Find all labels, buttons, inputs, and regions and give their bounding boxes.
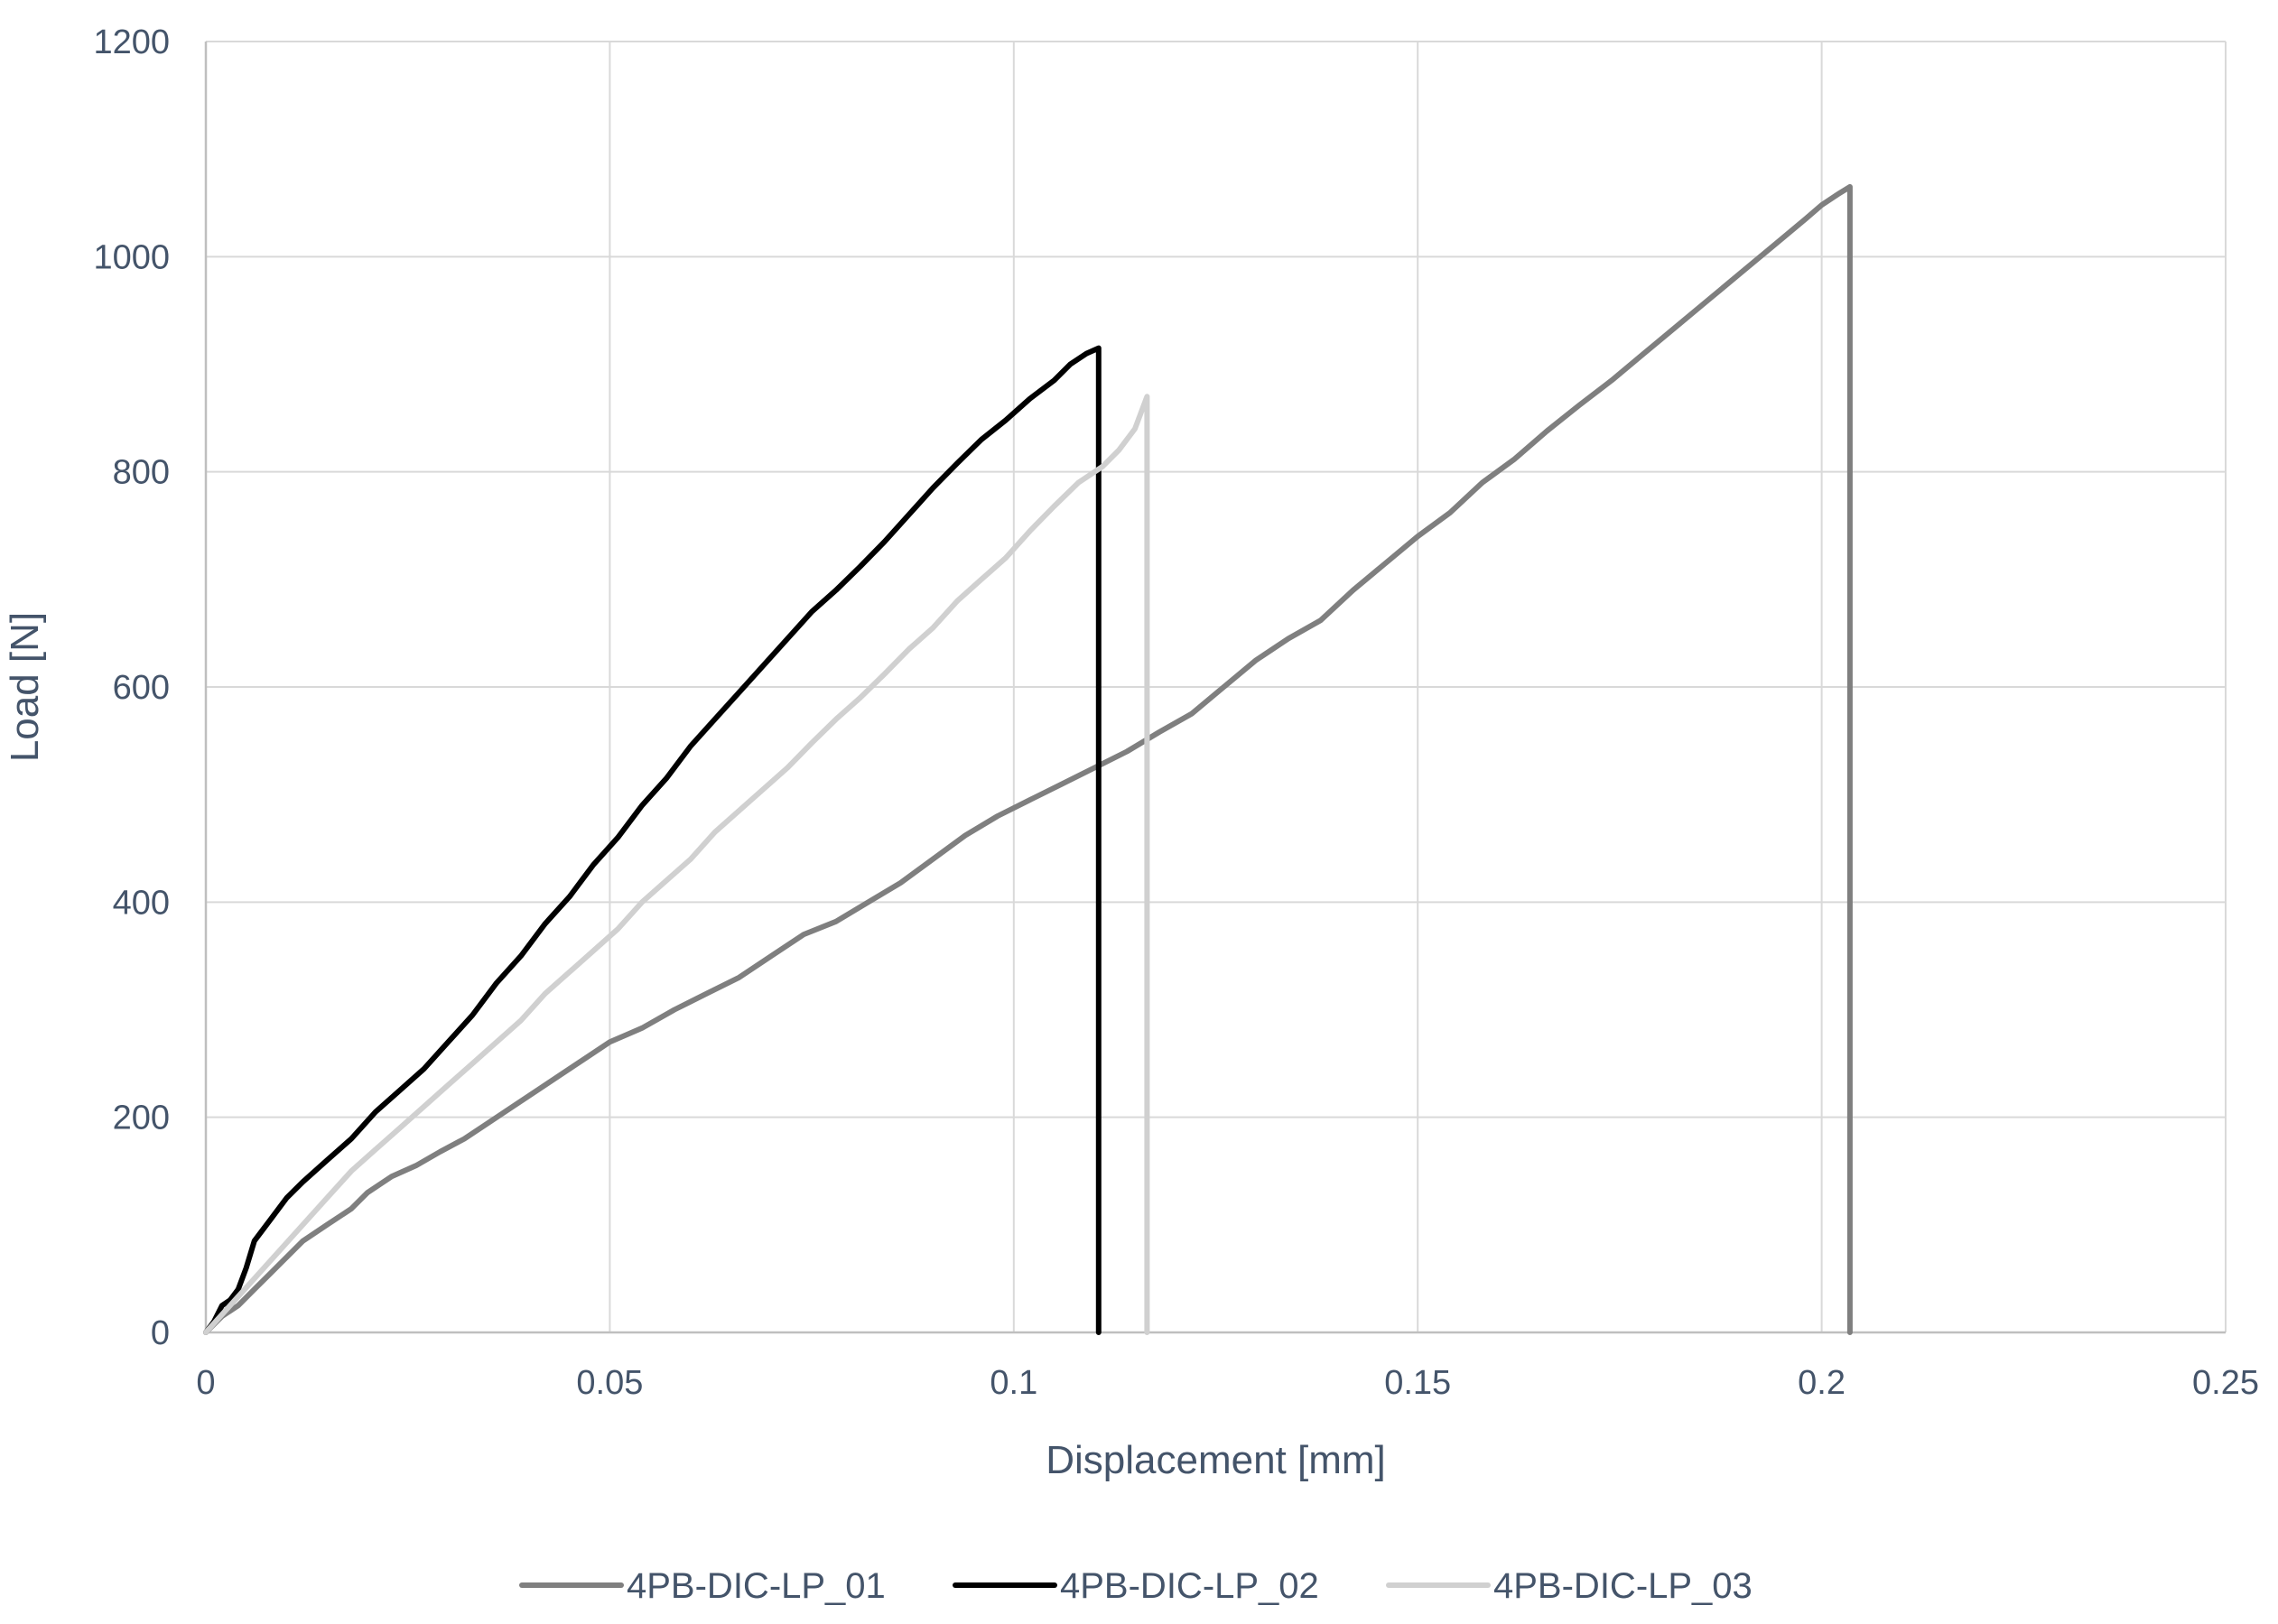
grid (206, 41, 2227, 1332)
axes (204, 42, 2226, 1334)
legend-label-3: 4PB-DIC-LP_03 (1493, 1566, 1753, 1606)
y-tick-label: 600 (113, 669, 170, 707)
series-lines (203, 183, 1853, 1335)
y-tick-label: 400 (113, 884, 170, 922)
x-tick-label: 0.15 (1384, 1364, 1451, 1402)
y-tick-label: 0 (151, 1314, 170, 1352)
series-line-3 (203, 394, 1150, 1335)
x-tick-label: 0.2 (1798, 1364, 1846, 1402)
series-line-1 (203, 183, 1853, 1335)
tick-labels: 0 200 400 600 800 1000 1200 0 0.05 0.1 0.15 0.2 0.25 (93, 23, 2259, 1402)
x-tick-label: 0.05 (576, 1364, 643, 1402)
x-tick-label: 0.1 (990, 1364, 1037, 1402)
y-tick-label: 1200 (93, 23, 170, 61)
x-tick-label: 0.25 (2192, 1364, 2259, 1402)
legend-label-2: 4PB-DIC-LP_02 (1060, 1566, 1319, 1606)
x-tick-label: 0 (196, 1364, 215, 1402)
legend-label-1: 4PB-DIC-LP_01 (627, 1566, 886, 1606)
legend: 4PB-DIC-LP_01 4PB-DIC-LP_02 4PB-DIC-LP_03 (519, 1566, 1753, 1606)
y-tick-label: 1000 (93, 238, 170, 276)
y-tick-label: 200 (113, 1100, 170, 1137)
series-line-2 (203, 345, 1102, 1335)
x-axis-title: Displacement [mm] (1046, 1438, 1386, 1482)
y-axis-title: Load [N] (3, 612, 47, 762)
y-tick-label: 800 (113, 454, 170, 492)
